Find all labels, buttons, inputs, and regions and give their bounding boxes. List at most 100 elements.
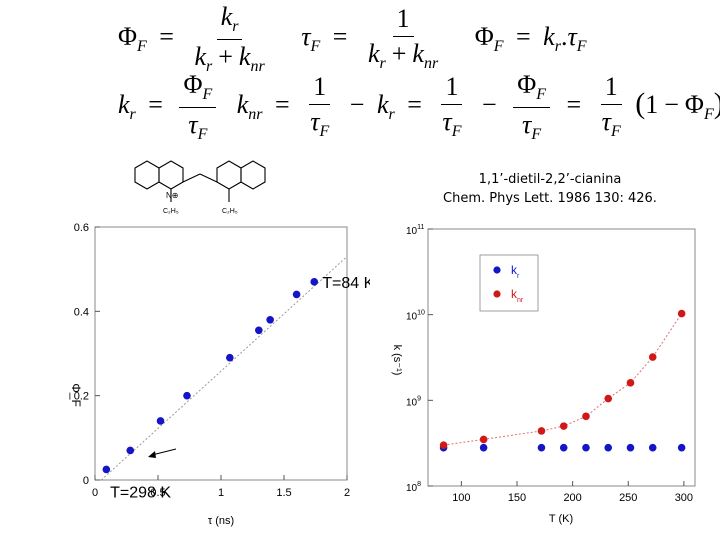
data-point (310, 278, 319, 286)
one-symbol: 1 (645, 90, 659, 120)
tau-symbol: τ (188, 109, 198, 139)
y-tick-label: 0.6 (74, 222, 89, 234)
equals-sign: = (407, 90, 422, 120)
sub-f: F (531, 125, 542, 143)
data-point (266, 315, 274, 324)
tau-symbol: τ (567, 22, 577, 52)
phi-vs-tau-chart: 0 0.5 1 1.5 2 0 0.2 0.4 0.6 T=84 K T=298 K τ (ns… (69, 222, 370, 527)
y-axis-label: Φ_F (69, 383, 83, 407)
x-tick-label: 1 (218, 487, 224, 499)
numerator-one: 1 (600, 72, 622, 106)
fraction-phi-over-tau: ΦF τF (179, 70, 217, 144)
caption-reference: Chem. Phys Lett. 1986 130: 426. (443, 191, 657, 206)
molecule-structure: N⊕ C₂H₅ C₂H₅ (134, 160, 266, 215)
equation-knr: knr = 1 τF − kr = 1 τF − ΦF τF = 1 τF (1… (237, 70, 720, 143)
y-axis-label: k (s⁻¹) (391, 345, 403, 376)
y-tick-label: 0.2 (74, 391, 89, 403)
y-tick-label: 0 (83, 475, 89, 487)
tau-symbol: τ (522, 109, 532, 139)
data-point-k-r (559, 443, 568, 452)
fraction-one-over-sum: 1 kr + knr (364, 4, 442, 73)
data-point-k-nr (626, 379, 635, 387)
annotation-298k: T=298 K (110, 484, 171, 501)
ring-2 (158, 160, 184, 190)
x-axis-label: T (K) (549, 513, 573, 525)
x-tick-label: 2 (344, 487, 350, 499)
annotation-84k: T=84 K (322, 275, 370, 292)
equation-kr: kr = ΦF τF (118, 70, 227, 143)
plus-sign: + (218, 41, 233, 71)
sub-r: r (388, 106, 395, 124)
k-symbol: k (220, 2, 233, 31)
fraction-one-over-tau: 1 τF (438, 72, 465, 141)
legend-knr-marker (493, 290, 501, 298)
numerator-one: 1 (392, 4, 414, 38)
equation-phi-product: ΦF = kr.τF (475, 22, 587, 55)
open-paren: ( (635, 87, 646, 121)
sub-nr: nr (423, 55, 439, 73)
data-point-k-nr (559, 422, 568, 430)
sub-r: r (379, 55, 386, 73)
data-point-k-r (582, 443, 590, 452)
sub-f: F (536, 86, 546, 104)
ring-3 (216, 160, 242, 190)
sub-r: r (129, 106, 136, 124)
x-tick-label: 250 (619, 492, 637, 504)
sub-r: r (232, 18, 239, 36)
equals-sign: = (566, 90, 582, 120)
x-tick-label: 1.5 (276, 487, 291, 499)
fit-line (100, 256, 348, 481)
plus-sign: + (391, 39, 407, 69)
data-point-k-r (537, 443, 546, 452)
numerator-one: 1 (309, 72, 331, 106)
caption-compound: 1,1’-dietil-2,2’-cianina (478, 172, 622, 187)
y-tick-label: 1011 (406, 224, 424, 237)
sub-r: r (554, 38, 561, 56)
fraction-kr-over-sum: kr kr + knr (190, 2, 268, 76)
x-tick-label: 300 (675, 492, 693, 504)
x-tick-label: 0.5 (150, 487, 165, 499)
y-tick-label: 109 (406, 395, 421, 408)
k-vs-temperature-chart: 100 150 200 250 300 108 109 1010 1011 kr knr T (… (391, 224, 696, 525)
data-point-k-nr (604, 394, 613, 403)
y-tick-label: 108 (406, 481, 421, 494)
data-point-k-nr (479, 435, 488, 444)
ethyl-right-label: C₂H₅ (222, 208, 238, 215)
data-point (255, 326, 263, 335)
data-point-k-nr (648, 353, 657, 361)
phi-symbol: Φ (517, 70, 537, 99)
data-point-k-r (626, 443, 635, 452)
legend: kr knr (479, 254, 539, 312)
sub-f: F (137, 38, 147, 56)
equals-sign: = (148, 90, 163, 120)
legend-knr-label: knr (511, 287, 524, 304)
dot-operator: . (560, 22, 568, 52)
tau-symbol: τ (442, 107, 452, 137)
close-paren: ) (714, 87, 720, 120)
tau-symbol: τ (310, 107, 320, 137)
fraction-phi-over-tau: ΦF τF (513, 70, 550, 144)
ethyl-left-label: C₂H₅ (163, 208, 179, 215)
data-point (226, 353, 234, 362)
sub-nr: nr (248, 106, 263, 124)
minus-sign: − (482, 90, 497, 120)
sub-f: F (319, 123, 330, 141)
sub-f: F (610, 123, 621, 141)
equals-sign: = (275, 90, 290, 120)
y-tick-label: 0.4 (74, 306, 89, 318)
sub-f: F (703, 106, 714, 124)
data-point-k-r (648, 443, 657, 452)
numerator-one: 1 (441, 72, 463, 106)
equation-phi-f: ΦF = kr kr + knr (118, 2, 279, 75)
ring-1 (134, 160, 160, 190)
equation-tau-f: τF = 1 kr + knr (301, 4, 453, 72)
k-symbol: k (412, 39, 424, 69)
k-symbol: k (238, 41, 251, 71)
sub-f: F (451, 123, 462, 141)
ring-4 (240, 160, 266, 190)
nitrogen-label: N⊕ (166, 191, 178, 200)
legend-box (479, 254, 539, 312)
figure-caption: 1,1’-dietil-2,2’-cianina Chem. Phys Lett… (400, 170, 700, 208)
data-point (126, 446, 135, 455)
x-tick-label: 100 (452, 492, 470, 504)
